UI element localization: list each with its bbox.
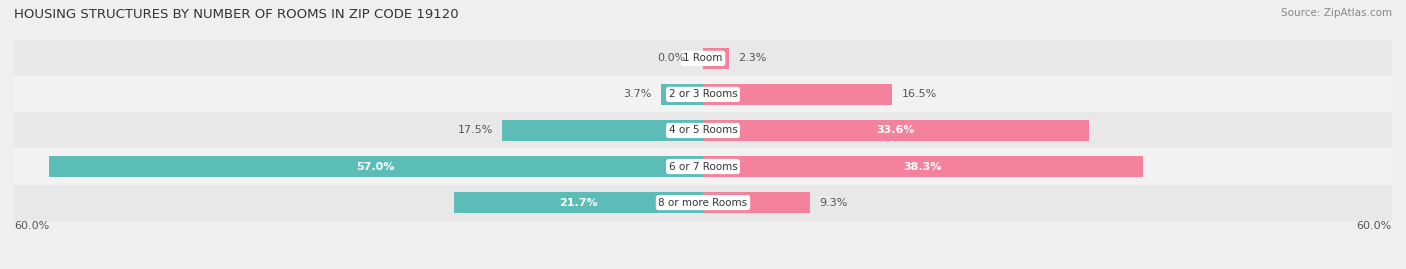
Bar	[14, 40, 1392, 76]
Text: 2.3%: 2.3%	[738, 53, 766, 63]
Text: 2 or 3 Rooms: 2 or 3 Rooms	[669, 89, 737, 100]
Text: 38.3%: 38.3%	[904, 161, 942, 172]
Bar	[48, 156, 703, 177]
Bar	[703, 156, 1143, 177]
Bar	[502, 120, 703, 141]
Bar	[14, 185, 1392, 221]
Text: 16.5%: 16.5%	[901, 89, 936, 100]
Text: 9.3%: 9.3%	[818, 197, 848, 208]
Bar	[703, 120, 1088, 141]
Bar	[661, 84, 703, 105]
Bar	[703, 48, 730, 69]
Text: 1 Room: 1 Room	[683, 53, 723, 63]
Text: 0.0%: 0.0%	[658, 53, 686, 63]
Text: Source: ZipAtlas.com: Source: ZipAtlas.com	[1281, 8, 1392, 18]
Text: 21.7%: 21.7%	[560, 197, 598, 208]
Text: 3.7%: 3.7%	[623, 89, 651, 100]
Bar	[14, 112, 1392, 148]
Text: 60.0%: 60.0%	[14, 221, 49, 231]
Bar	[14, 148, 1392, 185]
Bar	[703, 192, 810, 213]
Bar	[14, 76, 1392, 112]
Bar	[703, 84, 893, 105]
Text: 8 or more Rooms: 8 or more Rooms	[658, 197, 748, 208]
Text: 33.6%: 33.6%	[877, 125, 915, 136]
Text: 57.0%: 57.0%	[357, 161, 395, 172]
Bar	[454, 192, 703, 213]
Text: 6 or 7 Rooms: 6 or 7 Rooms	[669, 161, 737, 172]
Text: 17.5%: 17.5%	[457, 125, 494, 136]
Text: HOUSING STRUCTURES BY NUMBER OF ROOMS IN ZIP CODE 19120: HOUSING STRUCTURES BY NUMBER OF ROOMS IN…	[14, 8, 458, 21]
Text: 60.0%: 60.0%	[1357, 221, 1392, 231]
Text: 4 or 5 Rooms: 4 or 5 Rooms	[669, 125, 737, 136]
